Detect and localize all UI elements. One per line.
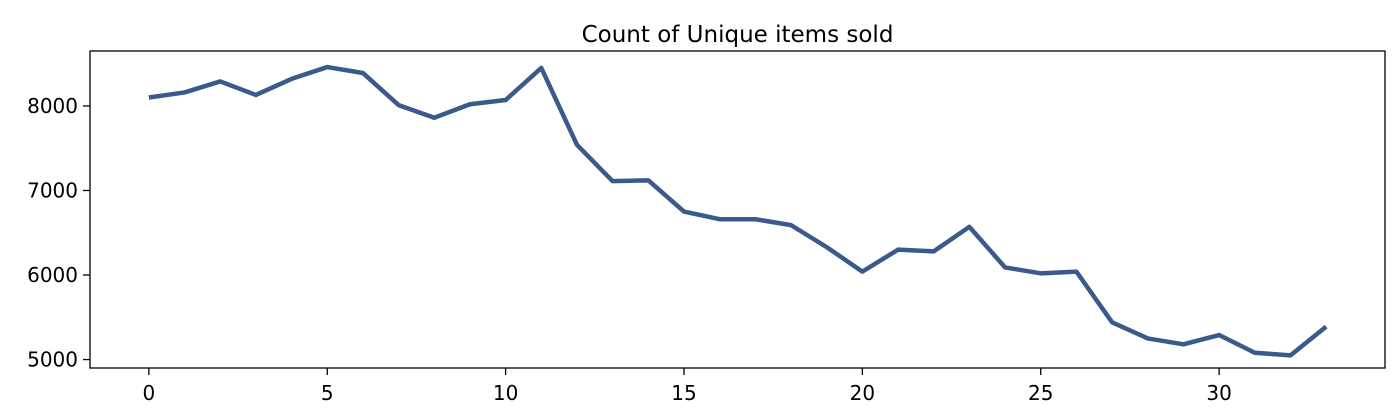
x-tick-label: 15 (671, 381, 696, 405)
x-tick-label: 20 (850, 381, 875, 405)
y-tick-label: 7000 (27, 178, 78, 202)
y-tick-label: 8000 (27, 94, 78, 118)
y-tick-label: 5000 (27, 348, 78, 372)
x-tick-label: 0 (142, 381, 155, 405)
plot-area: 0 5 10 15 20 25 30 5000 6000 7000 8000 (27, 50, 1386, 405)
x-tick-label: 30 (1206, 381, 1231, 405)
series-line (148, 64, 1328, 358)
y-tick-label: 6000 (27, 263, 78, 287)
axes-frame (89, 50, 1386, 369)
x-tick-label: 25 (1028, 381, 1053, 405)
x-tick-label: 10 (493, 381, 518, 405)
x-tick-label: 5 (321, 381, 334, 405)
chart-title: Count of Unique items sold (582, 22, 894, 48)
